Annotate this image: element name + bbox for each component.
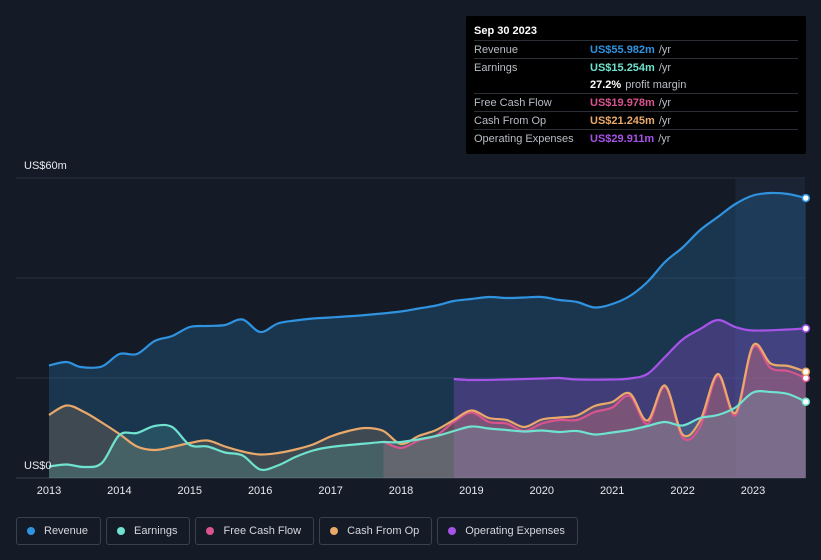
tooltip-row: Operating Expenses US$29.911m/yr xyxy=(474,129,798,147)
tooltip-date: Sep 30 2023 xyxy=(474,25,537,37)
tooltip-row: Revenue US$55.982m/yr xyxy=(474,40,798,58)
legend-dot-icon xyxy=(27,527,35,535)
earnings-line xyxy=(48,390,807,471)
series-areas xyxy=(49,192,806,478)
legend-dot-icon xyxy=(117,527,126,535)
legend-item-earnings[interactable]: Earnings xyxy=(106,517,191,545)
revenue-area xyxy=(49,192,806,478)
tooltip-row: Cash From Op US$21.245m/yr xyxy=(474,111,798,129)
x-tick-label: 2015 xyxy=(177,485,203,497)
legend-item-operating-expenses[interactable]: Operating Expenses xyxy=(437,517,578,545)
data-tooltip: Sep 30 2023 Revenue US$55.982m/yr Earnings… xyxy=(466,16,806,154)
tooltip-row-label: Operating Expenses xyxy=(474,132,574,145)
tooltip-row-unit: /yr xyxy=(658,132,671,145)
tooltip-row-value: US$29.911m xyxy=(590,132,655,145)
legend: Revenue Earnings Free Cash Flow Cash From O… xyxy=(16,517,578,545)
tooltip-row-unit: profit margin xyxy=(625,78,687,91)
cash_from_op-line xyxy=(48,342,807,456)
operating_expenses-area xyxy=(453,319,806,478)
y-axis-top-label: US$60m xyxy=(24,160,67,172)
legend-dot-icon xyxy=(330,527,339,535)
tooltip-row-value: 27.2% xyxy=(590,78,622,91)
tooltip-row: 27.2% profit margin xyxy=(474,76,798,93)
x-tick-label: 2023 xyxy=(740,485,766,497)
legend-dot-icon xyxy=(206,527,215,535)
tooltip-row-label: Earnings xyxy=(474,61,518,74)
tooltip-row-unit: /yr xyxy=(658,61,672,74)
revenue-end-marker xyxy=(801,193,811,203)
tooltip-row-value: US$21.245m xyxy=(590,114,655,127)
tooltip-row-unit: /yr xyxy=(658,114,672,127)
x-tick-label: 2013 xyxy=(36,485,62,497)
tooltip-row-value: US$19.978m xyxy=(590,96,655,109)
x-tick-label: 2022 xyxy=(670,485,695,497)
legend-item-free-cash-flow[interactable]: Free Cash Flow xyxy=(195,517,315,545)
earnings-area xyxy=(49,391,806,478)
operating_expenses-end-marker xyxy=(801,324,811,333)
legend-item-revenue[interactable]: Revenue xyxy=(16,517,102,545)
series-lines xyxy=(48,191,807,471)
legend-item-cash-from-op[interactable]: Cash From Op xyxy=(319,517,433,545)
tooltip-row-value: US$55.982m xyxy=(590,43,655,56)
tooltip-row-label: Revenue xyxy=(474,43,519,56)
cash_from_op-end-marker xyxy=(801,367,811,376)
x-tick-label: 2020 xyxy=(529,485,555,497)
gridlines xyxy=(16,177,805,479)
free_cash_flow-area xyxy=(383,345,806,478)
x-tick-label: 2014 xyxy=(107,485,132,497)
x-tick-label: 2016 xyxy=(247,485,273,497)
x-tick-label: 2017 xyxy=(318,485,343,497)
legend-item-label: Revenue xyxy=(44,525,89,537)
cash_from_op-area xyxy=(49,343,806,478)
x-tick-label: 2021 xyxy=(599,485,625,497)
legend-item-label: Cash From Op xyxy=(347,525,420,537)
tooltip-row-unit: /yr xyxy=(658,43,672,56)
legend-item-label: Operating Expenses xyxy=(465,525,565,537)
tooltip-row-value: US$15.254m xyxy=(590,61,655,74)
legend-dot-icon xyxy=(448,527,457,535)
legend-item-label: Earnings xyxy=(134,525,178,537)
free_cash_flow-line xyxy=(382,344,807,450)
tooltip-row-label: Free Cash Flow xyxy=(474,96,552,109)
earnings-end-marker xyxy=(801,397,811,406)
tooltip-row-label: Cash From Op xyxy=(474,114,547,127)
revenue-line xyxy=(48,191,807,369)
operating_expenses-line xyxy=(453,318,806,382)
tooltip-row: Earnings US$15.254m/yr xyxy=(474,58,798,76)
y-axis-bottom-label: US$0 xyxy=(24,460,52,472)
legend-item-label: Free Cash Flow xyxy=(223,525,302,537)
forecast-region xyxy=(735,178,805,478)
x-tick-label: 2019 xyxy=(459,485,484,497)
tooltip-row-unit: /yr xyxy=(658,96,672,109)
series-end-markers xyxy=(801,193,811,406)
tooltip-row: Free Cash Flow US$19.978m/yr xyxy=(474,93,798,111)
x-tick-label: 2018 xyxy=(388,485,414,497)
